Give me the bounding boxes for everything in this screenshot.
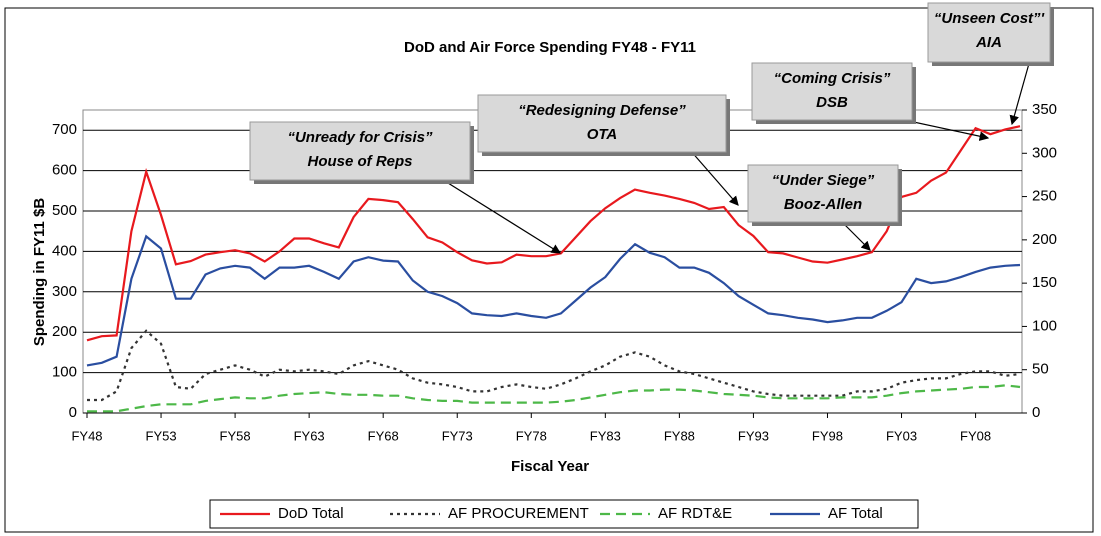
x-axis-label: Fiscal Year [511, 458, 589, 475]
y-tick-label: 500 [52, 202, 77, 219]
y2-tick-label: 250 [1032, 188, 1057, 205]
annotation-arrow [689, 149, 739, 206]
annotation-arrow [1009, 59, 1031, 126]
x-tick-label: FY08 [960, 428, 991, 443]
legend-label: DoD Total [278, 505, 344, 522]
annotation-text: “Unready for Crisis” [287, 129, 433, 146]
y2-tick-label: 0 [1032, 404, 1040, 421]
series-line [86, 234, 1021, 367]
annotation-text: House of Reps [307, 153, 412, 170]
x-tick-label: FY88 [664, 428, 695, 443]
annotation-text: Booz-Allen [784, 196, 862, 213]
x-tick-label: FY93 [738, 428, 769, 443]
y-tick-label: 700 [52, 121, 77, 138]
legend-label: AF RDT&E [658, 505, 732, 522]
annotation-box [477, 94, 727, 153]
x-tick-label: FY83 [590, 428, 621, 443]
x-tick-label: FY98 [812, 428, 843, 443]
x-tick-label: FY78 [516, 428, 547, 443]
y-tick-label: 0 [69, 404, 77, 421]
y2-tick-label: 100 [1032, 317, 1057, 334]
annotation-text: “Coming Crisis” [774, 70, 891, 87]
annotation-box [249, 121, 471, 181]
x-tick-label: FY58 [220, 428, 251, 443]
y-tick-label: 400 [52, 242, 77, 259]
annotation-text: AIA [975, 34, 1002, 51]
y2-tick-label: 300 [1032, 144, 1057, 161]
y2-tick-label: 50 [1032, 361, 1049, 378]
legend-box [209, 499, 919, 529]
chart-title: DoD and Air Force Spending FY48 - FY11 [404, 39, 696, 56]
x-tick-label: FY53 [146, 428, 177, 443]
annotation-box [927, 2, 1051, 63]
x-tick-label: FY68 [368, 428, 399, 443]
series-line [87, 329, 1021, 402]
annotation-text: “Redesigning Defense” [518, 102, 686, 119]
y2-tick-label: 150 [1032, 274, 1057, 291]
y2-tick-label: 350 [1032, 101, 1057, 118]
y-tick-label: 100 [52, 364, 77, 381]
annotation-text: OTA [587, 126, 618, 143]
annotation-text: “Under Siege” [772, 172, 875, 189]
y-tick-label: 200 [52, 323, 77, 340]
y-axis-label: Spending in FY11 $B [31, 198, 48, 347]
annotation-arrow [439, 177, 562, 254]
series-line [87, 384, 1021, 413]
annotation-box [747, 164, 899, 223]
x-tick-label: FY63 [294, 428, 325, 443]
plot-area [82, 109, 1023, 414]
y-tick-label: 600 [52, 162, 77, 179]
annotation-box [751, 62, 913, 121]
y2-tick-label: 200 [1032, 231, 1057, 248]
x-tick-label: FY03 [886, 428, 917, 443]
x-tick-label: FY73 [442, 428, 473, 443]
legend-label: AF PROCUREMENT [448, 505, 589, 522]
x-tick-label: FY48 [71, 428, 102, 443]
series-line [86, 125, 1021, 342]
legend-label: AF Total [828, 505, 883, 522]
annotation-text: DSB [816, 94, 848, 111]
y-tick-label: 300 [52, 283, 77, 300]
annotation-text: “Unseen Cost”' [934, 10, 1045, 27]
